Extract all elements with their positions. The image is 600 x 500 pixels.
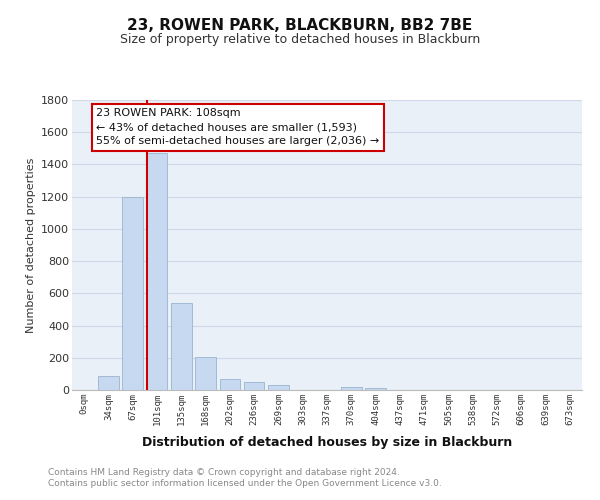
Bar	[146, 153, 167, 390]
Text: 23, ROWEN PARK, BLACKBURN, BB2 7BE: 23, ROWEN PARK, BLACKBURN, BB2 7BE	[127, 18, 473, 32]
Bar	[268, 385, 289, 390]
Bar	[171, 303, 191, 390]
Text: Contains HM Land Registry data © Crown copyright and database right 2024.
Contai: Contains HM Land Registry data © Crown c…	[48, 468, 442, 487]
Bar	[122, 196, 143, 390]
Y-axis label: Number of detached properties: Number of detached properties	[26, 158, 35, 332]
Bar	[98, 376, 119, 390]
Text: 23 ROWEN PARK: 108sqm
← 43% of detached houses are smaller (1,593)
55% of semi-d: 23 ROWEN PARK: 108sqm ← 43% of detached …	[96, 108, 380, 146]
Bar	[365, 388, 386, 390]
Text: Size of property relative to detached houses in Blackburn: Size of property relative to detached ho…	[120, 32, 480, 46]
Bar	[341, 387, 362, 390]
Bar	[220, 378, 240, 390]
Bar	[244, 382, 265, 390]
Bar	[195, 357, 216, 390]
X-axis label: Distribution of detached houses by size in Blackburn: Distribution of detached houses by size …	[142, 436, 512, 449]
